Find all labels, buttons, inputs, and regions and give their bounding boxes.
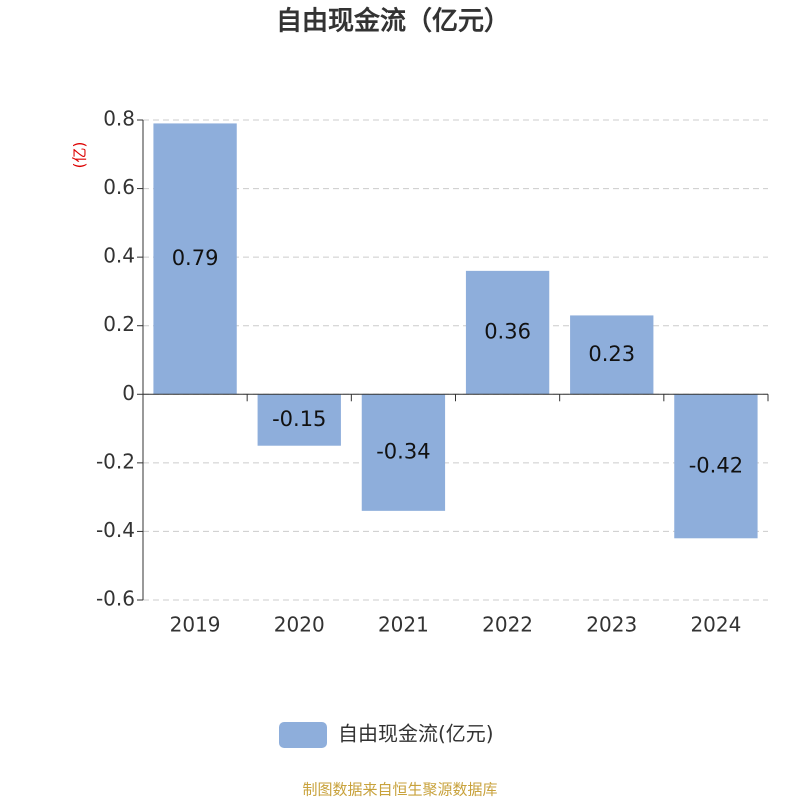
data-label: -0.15	[272, 407, 326, 431]
chart-title: 自由现金流（亿元）	[276, 6, 510, 37]
source-note: 制图数据来自恒生聚源数据库	[302, 781, 497, 799]
legend-swatch	[279, 722, 327, 748]
y-tick-label: 0.6	[103, 175, 135, 199]
x-tick-label: 2022	[482, 613, 533, 637]
x-tick-label: 2023	[586, 613, 637, 637]
bar	[465, 270, 550, 395]
bar	[361, 394, 446, 511]
y-tick-label: -0.2	[96, 449, 135, 473]
data-label: -0.34	[376, 440, 430, 464]
y-tick-label: -0.6	[96, 587, 135, 611]
bar	[570, 315, 654, 395]
x-tick-label: 2020	[274, 613, 325, 637]
data-label: 0.79	[172, 246, 219, 270]
x-tick-label: 2024	[690, 613, 741, 637]
x-tick-label: 2019	[170, 613, 221, 637]
data-label: 0.36	[484, 320, 531, 344]
y-tick-label: 0.4	[103, 244, 135, 268]
bar	[674, 394, 758, 539]
legend-label: 自由现金流(亿元)	[338, 722, 494, 746]
x-tick-label: 2021	[378, 613, 429, 637]
bar	[257, 394, 341, 446]
y-tick-label: 0	[122, 381, 135, 405]
y-tick-label: 0.8	[103, 107, 135, 131]
data-label: -0.42	[689, 453, 743, 477]
y-tick-label: 0.2	[103, 312, 135, 336]
data-label: 0.23	[588, 342, 635, 366]
y-axis-label: (亿)	[71, 142, 89, 169]
y-tick-label: -0.4	[96, 518, 135, 542]
bar	[153, 123, 237, 395]
